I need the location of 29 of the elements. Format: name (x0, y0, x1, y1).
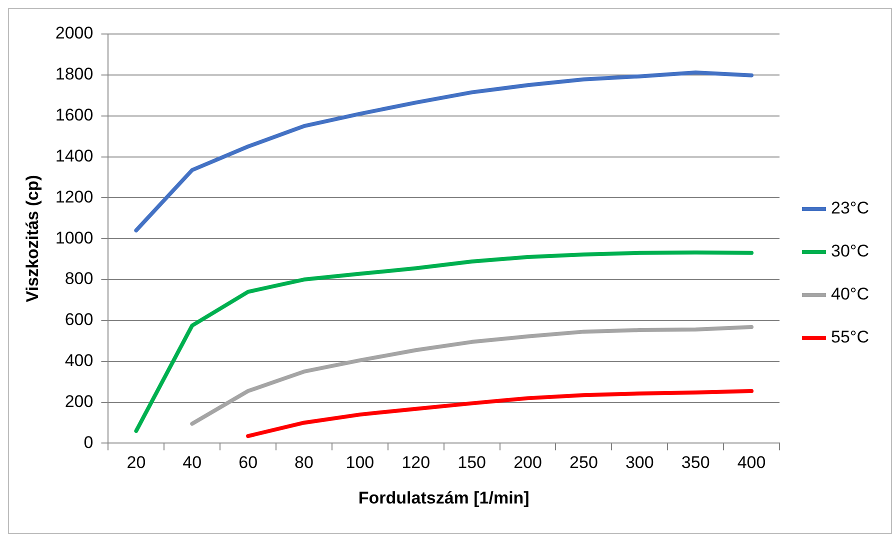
y-tick-label: 1000 (55, 228, 94, 248)
y-tick-label: 1600 (55, 106, 94, 125)
y-tick-label: 1800 (55, 64, 94, 84)
x-tick-label: 120 (402, 453, 430, 472)
y-tick-label: 2000 (55, 24, 94, 43)
x-tick-label: 400 (737, 453, 766, 472)
legend-label: 30°C (831, 242, 869, 261)
y-tick-label: 0 (84, 432, 94, 452)
x-tick-label: 20 (126, 453, 146, 472)
y-tick-label: 200 (64, 392, 94, 411)
legend-label: 55°C (831, 328, 869, 347)
y-tick-label: 800 (64, 269, 94, 288)
x-tick-label: 60 (238, 453, 258, 472)
x-tick-label: 80 (294, 453, 314, 472)
y-axis-title: Viszkozitás (cp) (22, 174, 42, 302)
x-tick-label: 150 (458, 453, 486, 472)
x-tick-label: 350 (681, 453, 710, 472)
x-tick-label: 200 (514, 453, 542, 472)
x-tick-label: 100 (346, 453, 374, 472)
x-tick-label: 40 (182, 453, 202, 472)
y-tick-label: 1200 (55, 187, 94, 206)
legend-label: 40°C (831, 284, 869, 304)
x-axis-title: Fordulatszám [1/min] (358, 488, 530, 508)
y-tick-label: 1400 (55, 146, 94, 166)
x-tick-label: 250 (570, 453, 598, 472)
legend-label: 23°C (831, 198, 869, 218)
y-tick-label: 600 (64, 310, 94, 330)
x-tick-label: 300 (625, 453, 654, 472)
y-tick-label: 400 (64, 351, 94, 370)
